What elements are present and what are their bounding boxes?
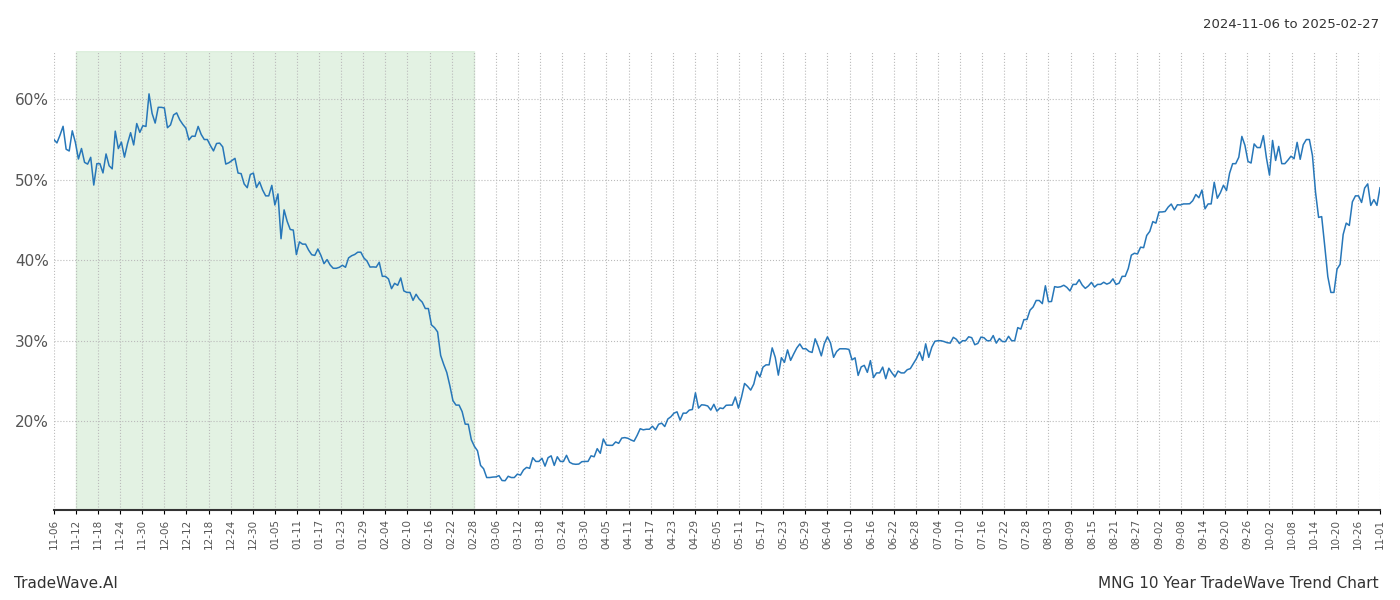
Text: 2024-11-06 to 2025-02-27: 2024-11-06 to 2025-02-27 xyxy=(1203,18,1379,31)
Text: TradeWave.AI: TradeWave.AI xyxy=(14,576,118,591)
Text: MNG 10 Year TradeWave Trend Chart: MNG 10 Year TradeWave Trend Chart xyxy=(1099,576,1379,591)
Bar xyxy=(76,51,473,510)
